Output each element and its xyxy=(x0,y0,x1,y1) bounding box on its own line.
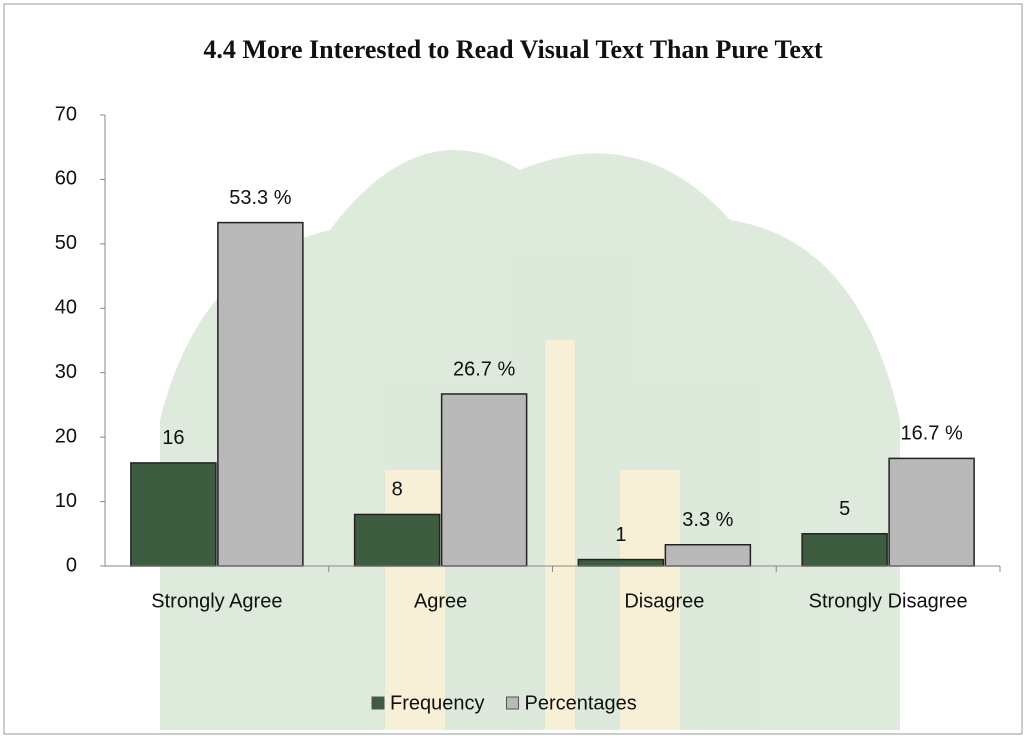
bar xyxy=(577,558,665,567)
legend-label: Percentages xyxy=(525,692,637,714)
y-tick-label: 50 xyxy=(55,232,77,254)
data-label: 1 xyxy=(615,524,626,546)
data-label: 3.3 % xyxy=(682,509,733,531)
y-tick-label: 0 xyxy=(66,554,77,576)
bar xyxy=(353,513,441,567)
data-label: 5 xyxy=(839,498,850,520)
legend-label: Frequency xyxy=(390,692,485,714)
data-label: 26.7 % xyxy=(453,358,515,380)
bar xyxy=(801,533,888,567)
watermark xyxy=(160,150,900,730)
y-tick-label: 10 xyxy=(55,490,77,512)
x-tick-label: Agree xyxy=(414,590,467,612)
x-tick-label: Strongly Disagree xyxy=(809,590,968,612)
chart-title: 4.4 More Interested to Read Visual Text … xyxy=(203,35,823,64)
chart-frame xyxy=(3,3,1023,735)
data-label: 53.3 % xyxy=(229,187,291,209)
x-tick-label: Strongly Agree xyxy=(151,590,282,612)
data-label: 16 xyxy=(162,427,184,449)
data-label: 16.7 % xyxy=(900,423,962,445)
bar xyxy=(888,457,975,567)
y-tick-label: 70 xyxy=(55,103,77,125)
bar xyxy=(440,393,528,567)
bar xyxy=(664,543,752,567)
legend-swatch xyxy=(371,696,385,710)
y-tick-label: 30 xyxy=(55,361,77,383)
bar xyxy=(130,462,217,567)
y-tick-label: 60 xyxy=(55,168,77,190)
data-label: 8 xyxy=(392,479,403,501)
legend-swatch xyxy=(506,696,519,710)
y-tick-label: 20 xyxy=(55,425,77,447)
y-tick-label: 40 xyxy=(55,297,77,319)
x-tick-label: Disagree xyxy=(624,590,704,612)
bar xyxy=(217,221,304,567)
